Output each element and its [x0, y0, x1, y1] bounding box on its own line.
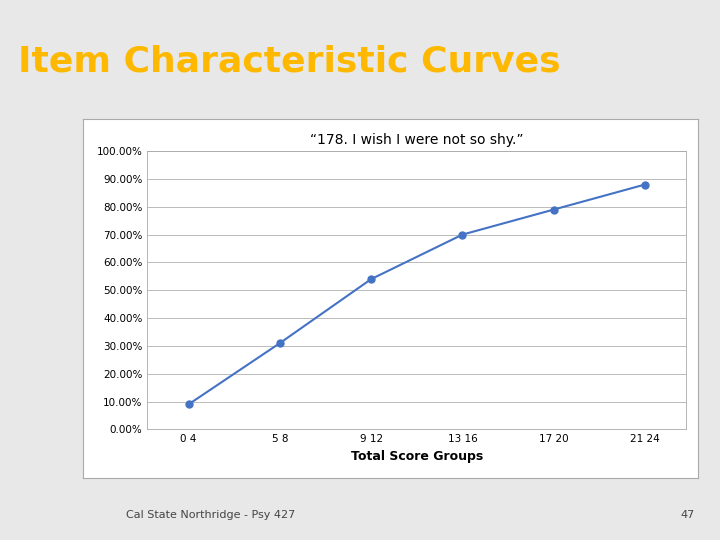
Text: Cal State Northridge - Psy 427: Cal State Northridge - Psy 427 [126, 510, 295, 520]
Text: 47: 47 [680, 510, 695, 520]
X-axis label: Total Score Groups: Total Score Groups [351, 450, 483, 463]
Title: “178. I wish I were not so shy.”: “178. I wish I were not so shy.” [310, 133, 523, 147]
Text: Item Characteristic Curves: Item Characteristic Curves [18, 44, 561, 78]
